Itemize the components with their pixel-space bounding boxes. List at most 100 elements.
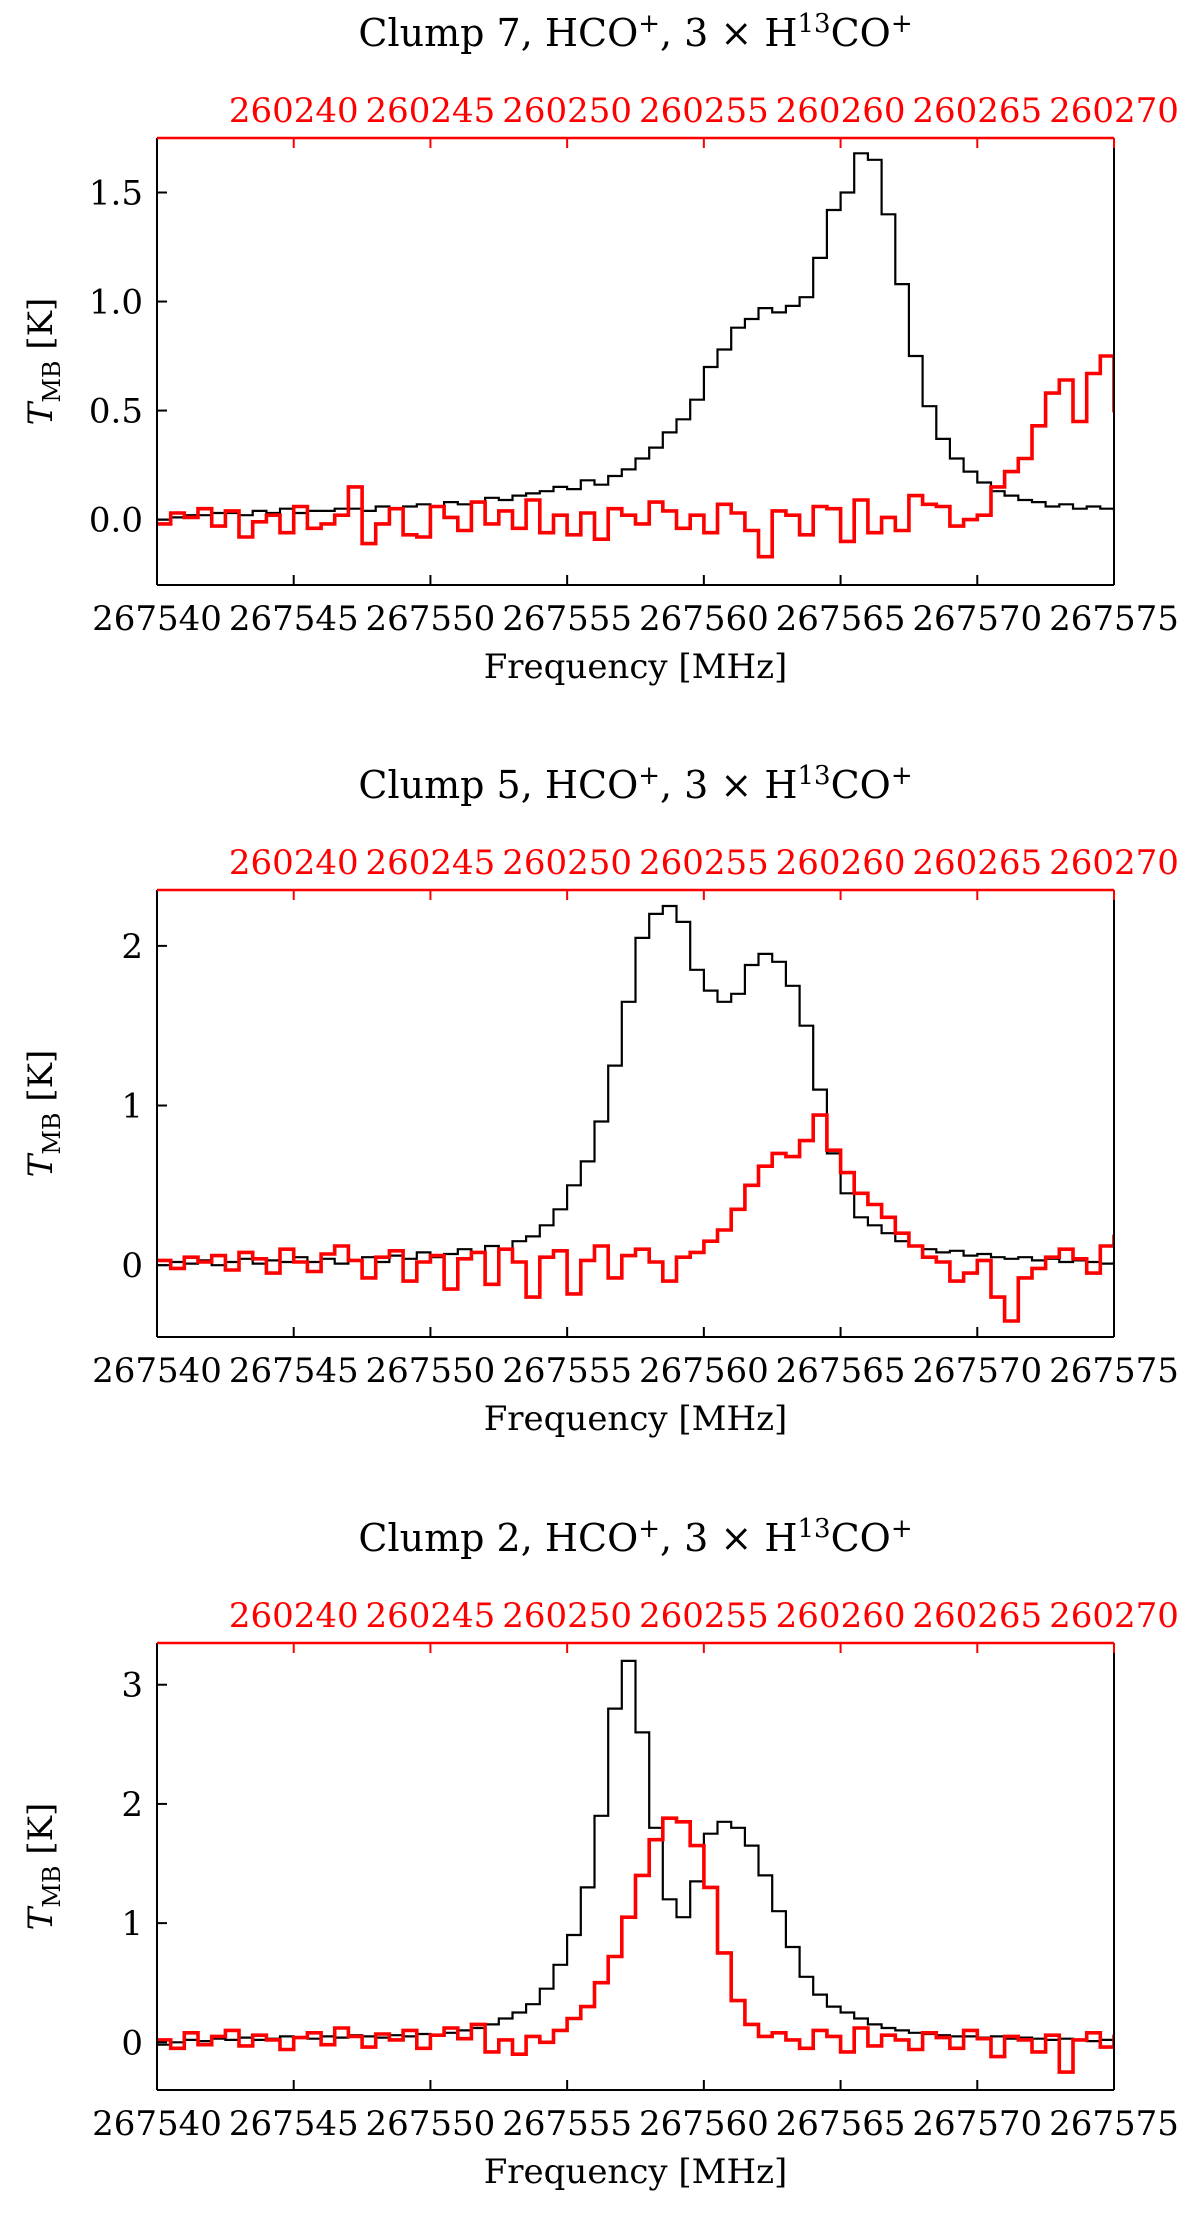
y-tick-label: 1 bbox=[121, 1904, 143, 1944]
y-label-symbol: T bbox=[21, 400, 61, 425]
y-tick-label: 0 bbox=[121, 1246, 143, 1286]
series-h13co-line bbox=[157, 1816, 1114, 2074]
x-tick-label: 267575 bbox=[1049, 2104, 1179, 2144]
title-isotope: 13 bbox=[798, 9, 831, 39]
y-label-subscript: MB bbox=[38, 1112, 66, 1154]
title-superscript: + bbox=[891, 761, 913, 791]
x-tick-label: 267545 bbox=[229, 599, 359, 639]
y-label-subscript: MB bbox=[38, 360, 66, 402]
top-x-tick-label: 260260 bbox=[776, 1596, 906, 1636]
y-label-unit: [K] bbox=[21, 298, 61, 361]
series-h13co-line bbox=[157, 1113, 1114, 1323]
x-tick-label: 267570 bbox=[912, 1351, 1042, 1391]
x-tick-label: 267575 bbox=[1049, 599, 1179, 639]
y-label-unit: [K] bbox=[21, 1803, 61, 1866]
x-tick-label: 267540 bbox=[92, 2104, 222, 2144]
top-x-tick-label: 260270 bbox=[1049, 91, 1179, 131]
x-tick-label: 267560 bbox=[639, 599, 769, 639]
series-hco-line bbox=[157, 904, 1114, 1267]
chart-title: Clump 5, HCO+, 3 × H13CO+ bbox=[358, 761, 912, 807]
series-hco-line bbox=[157, 152, 1114, 521]
x-tick-label: 267540 bbox=[92, 1351, 222, 1391]
y-tick-label: 1.0 bbox=[89, 283, 143, 323]
x-tick-label: 267555 bbox=[502, 1351, 632, 1391]
chart-panel-2: Clump 5, HCO+, 3 × H13CO+267540 267545 267… bbox=[21, 761, 1179, 1439]
y-axis-label: TMB [K] bbox=[21, 1050, 66, 1178]
y-tick-label: 3 bbox=[121, 1666, 143, 1706]
title-clump: Clump 7, HCO bbox=[358, 11, 638, 55]
top-x-tick-label: 260270 bbox=[1049, 843, 1179, 883]
x-tick-label: 267570 bbox=[912, 2104, 1042, 2144]
top-x-tick-label: 260250 bbox=[502, 1596, 632, 1636]
y-tick-label: 2 bbox=[121, 1785, 143, 1825]
top-x-tick-label: 260260 bbox=[776, 91, 906, 131]
y-axis-label: TMB [K] bbox=[21, 1803, 66, 1931]
x-tick-label: 267560 bbox=[639, 2104, 769, 2144]
title-superscript: + bbox=[891, 9, 913, 39]
title-superscript: + bbox=[891, 1514, 913, 1544]
chart-title: Clump 7, HCO+, 3 × H13CO+ bbox=[358, 9, 912, 55]
top-x-tick-label: 260240 bbox=[229, 91, 359, 131]
y-label-symbol: T bbox=[21, 1905, 61, 1930]
x-tick-label: 267550 bbox=[366, 1351, 496, 1391]
top-x-tick-label: 260250 bbox=[502, 843, 632, 883]
y-tick-label: 1.5 bbox=[89, 174, 143, 214]
top-x-tick-label: 260265 bbox=[912, 1596, 1042, 1636]
x-tick-label: 267565 bbox=[776, 1351, 906, 1391]
title-mid: , 3 × H bbox=[660, 763, 797, 807]
top-x-tick-label: 260250 bbox=[502, 91, 632, 131]
x-tick-label: 267570 bbox=[912, 599, 1042, 639]
y-tick-label: 0.5 bbox=[89, 392, 143, 432]
top-x-tick-label: 260245 bbox=[366, 843, 496, 883]
title-clump: Clump 2, HCO bbox=[358, 1516, 638, 1560]
y-label-symbol: T bbox=[21, 1152, 61, 1177]
y-axis-label: TMB [K] bbox=[21, 298, 66, 426]
y-tick-label: 1 bbox=[121, 1087, 143, 1127]
chart-panel-1: Clump 7, HCO+, 3 × H13CO+267540 267545 267… bbox=[21, 9, 1179, 687]
x-tick-label: 267565 bbox=[776, 2104, 906, 2144]
title-superscript: + bbox=[638, 9, 660, 39]
x-tick-label: 267540 bbox=[92, 599, 222, 639]
x-axis-label: Frequency [MHz] bbox=[484, 2152, 788, 2192]
y-tick-label: 0 bbox=[121, 2023, 143, 2063]
top-x-tick-label: 260245 bbox=[366, 91, 496, 131]
top-x-tick-label: 260255 bbox=[639, 91, 769, 131]
title-tail: CO bbox=[831, 1516, 891, 1560]
x-tick-label: 267565 bbox=[776, 599, 906, 639]
x-tick-label: 267545 bbox=[229, 1351, 359, 1391]
title-mid: , 3 × H bbox=[660, 11, 797, 55]
top-x-tick-label: 260255 bbox=[639, 843, 769, 883]
title-superscript: + bbox=[638, 1514, 660, 1544]
title-clump: Clump 5, HCO bbox=[358, 763, 638, 807]
x-tick-label: 267555 bbox=[502, 2104, 632, 2144]
top-x-tick-label: 260245 bbox=[366, 1596, 496, 1636]
chart-title: Clump 2, HCO+, 3 × H13CO+ bbox=[358, 1514, 912, 1560]
top-x-tick-label: 260240 bbox=[229, 843, 359, 883]
series-h13co-line bbox=[157, 354, 1114, 559]
title-superscript: + bbox=[638, 761, 660, 791]
title-tail: CO bbox=[831, 763, 891, 807]
title-mid: , 3 × H bbox=[660, 1516, 797, 1560]
top-x-tick-label: 260240 bbox=[229, 1596, 359, 1636]
y-label-subscript: MB bbox=[38, 1865, 66, 1907]
title-isotope: 13 bbox=[798, 1514, 831, 1544]
x-axis-label: Frequency [MHz] bbox=[484, 1399, 788, 1439]
x-tick-label: 267555 bbox=[502, 599, 632, 639]
top-x-tick-label: 260255 bbox=[639, 1596, 769, 1636]
y-tick-label: 0.0 bbox=[89, 501, 143, 541]
y-label-unit: [K] bbox=[21, 1050, 61, 1113]
title-isotope: 13 bbox=[798, 761, 831, 791]
x-tick-label: 267575 bbox=[1049, 1351, 1179, 1391]
top-x-tick-label: 260270 bbox=[1049, 1596, 1179, 1636]
x-tick-label: 267560 bbox=[639, 1351, 769, 1391]
x-tick-label: 267545 bbox=[229, 2104, 359, 2144]
series-hco-line bbox=[157, 1659, 1114, 2046]
x-tick-label: 267550 bbox=[366, 599, 496, 639]
y-tick-label: 2 bbox=[121, 927, 143, 967]
title-tail: CO bbox=[831, 11, 891, 55]
chart-panel-3: Clump 2, HCO+, 3 × H13CO+267540 267545 267… bbox=[21, 1514, 1179, 2192]
top-x-tick-label: 260265 bbox=[912, 843, 1042, 883]
top-x-tick-label: 260260 bbox=[776, 843, 906, 883]
x-tick-label: 267550 bbox=[366, 2104, 496, 2144]
